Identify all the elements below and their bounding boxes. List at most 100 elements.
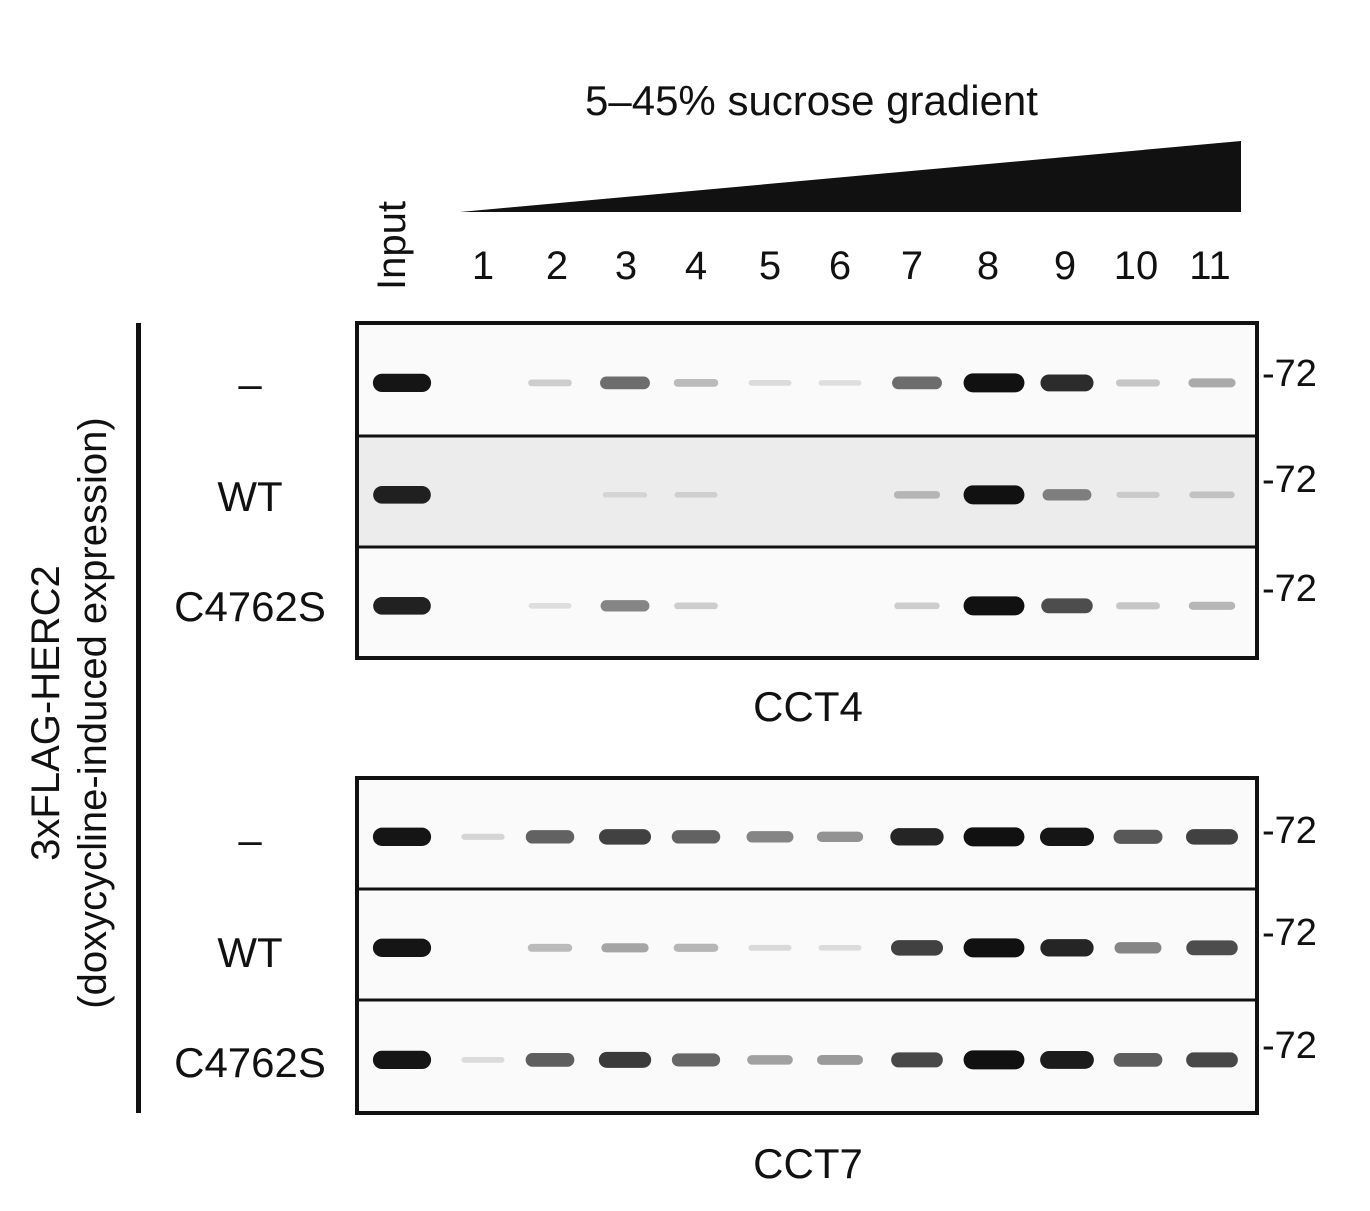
lane-number: 7 [900,244,924,288]
blot-band [373,486,431,504]
mw-marker: -72 [1262,459,1317,501]
blot-band [1041,598,1093,614]
blot-band [372,827,432,846]
mw-marker: -72 [1262,568,1317,610]
blot-band [1116,602,1160,610]
lane-number: 10 [1113,244,1159,288]
blot-band [963,1050,1025,1070]
blot-band [747,1055,793,1065]
blot-band [671,1053,721,1067]
blot-band [963,596,1025,616]
blot-band [372,1050,432,1070]
row-label: – [238,360,262,407]
lane-number: 5 [758,244,782,288]
lane-number: 1 [471,244,495,288]
blot-row-background [357,778,1257,889]
blot-band [600,376,650,390]
blot-band [746,831,794,843]
blot-band [598,1051,652,1068]
blot-band [528,379,572,387]
blot-band [525,1053,575,1067]
gradient-wedge [460,141,1241,212]
blot-band [1039,827,1095,846]
lane-number: 9 [1053,244,1077,288]
blot-band [1042,489,1092,501]
blot-band [461,833,505,840]
blot-band [1186,829,1238,845]
lane-number: 4 [684,244,708,288]
blot-band [748,380,792,386]
blot-band [602,492,648,498]
blot-band [525,830,575,844]
blot-band [373,597,431,615]
blot-band [816,831,864,842]
blot-band [891,1052,943,1068]
blot-band [963,485,1025,505]
blot-band [817,1054,863,1065]
blot-band [1188,378,1236,388]
mw-marker: -72 [1262,353,1317,395]
blot-band [671,830,721,844]
blot-band [461,1057,505,1063]
blot-band [372,938,432,957]
blot-band [891,940,943,956]
row-label: C4762S [174,1039,326,1086]
blot-band [673,378,719,387]
mw-marker: -72 [1262,810,1317,852]
blot-band [1040,939,1094,957]
blot-band [372,373,432,393]
blot-band [599,829,651,845]
blot-band [1116,379,1160,387]
blot-band [1186,940,1238,956]
blot-band [1114,942,1162,954]
lane-number: 2 [545,244,569,288]
blot-band [1113,829,1163,844]
blot-row-background [357,547,1257,658]
blot-band [1189,491,1235,499]
blot-band [893,491,941,499]
blot-band [818,380,862,386]
lane-number: 11 [1189,244,1231,288]
construct-name: 3xFLAG-HERC2 [23,565,68,861]
blot-band [674,491,718,498]
row-label: WT [217,929,283,976]
blot-band [600,600,650,612]
blot-band [748,944,792,951]
blot-band [1116,491,1160,498]
blot-band [1113,1053,1163,1067]
blot-band [890,828,944,846]
antibody-label: CCT7 [753,1140,863,1187]
blot-band [818,944,862,951]
blot-band [601,943,649,953]
row-label: WT [217,473,283,520]
blot-row-background [357,889,1257,1000]
antibody-label: CCT4 [753,683,863,730]
blot-band [963,373,1025,393]
blot-row-background [357,1000,1257,1113]
blot-band [1188,601,1236,610]
blot-band [963,938,1025,958]
construct-note: (doxycycline-induced expression) [71,417,115,1009]
blot-band [528,603,572,609]
blot-band [1040,1050,1094,1069]
blot-row-background [357,323,1257,436]
blot-band [674,602,718,610]
row-label: C4762S [174,583,326,630]
mw-marker: -72 [1262,1025,1317,1067]
row-label: – [238,816,262,863]
lane-number: 6 [828,244,852,288]
blot-layer [355,321,1259,1115]
blot-band [963,827,1025,847]
blot-band [673,943,719,952]
blot-row-background [357,436,1257,547]
blot-band [527,943,573,952]
lane-number: 8 [976,244,1000,288]
blot-band [1040,374,1094,392]
lane-number: 3 [614,244,638,288]
blot-band [894,602,940,610]
input-lane-label: Input [370,201,414,290]
blot-band [1186,1052,1238,1068]
blot-frame [355,321,1259,660]
mw-marker: -72 [1262,912,1317,954]
